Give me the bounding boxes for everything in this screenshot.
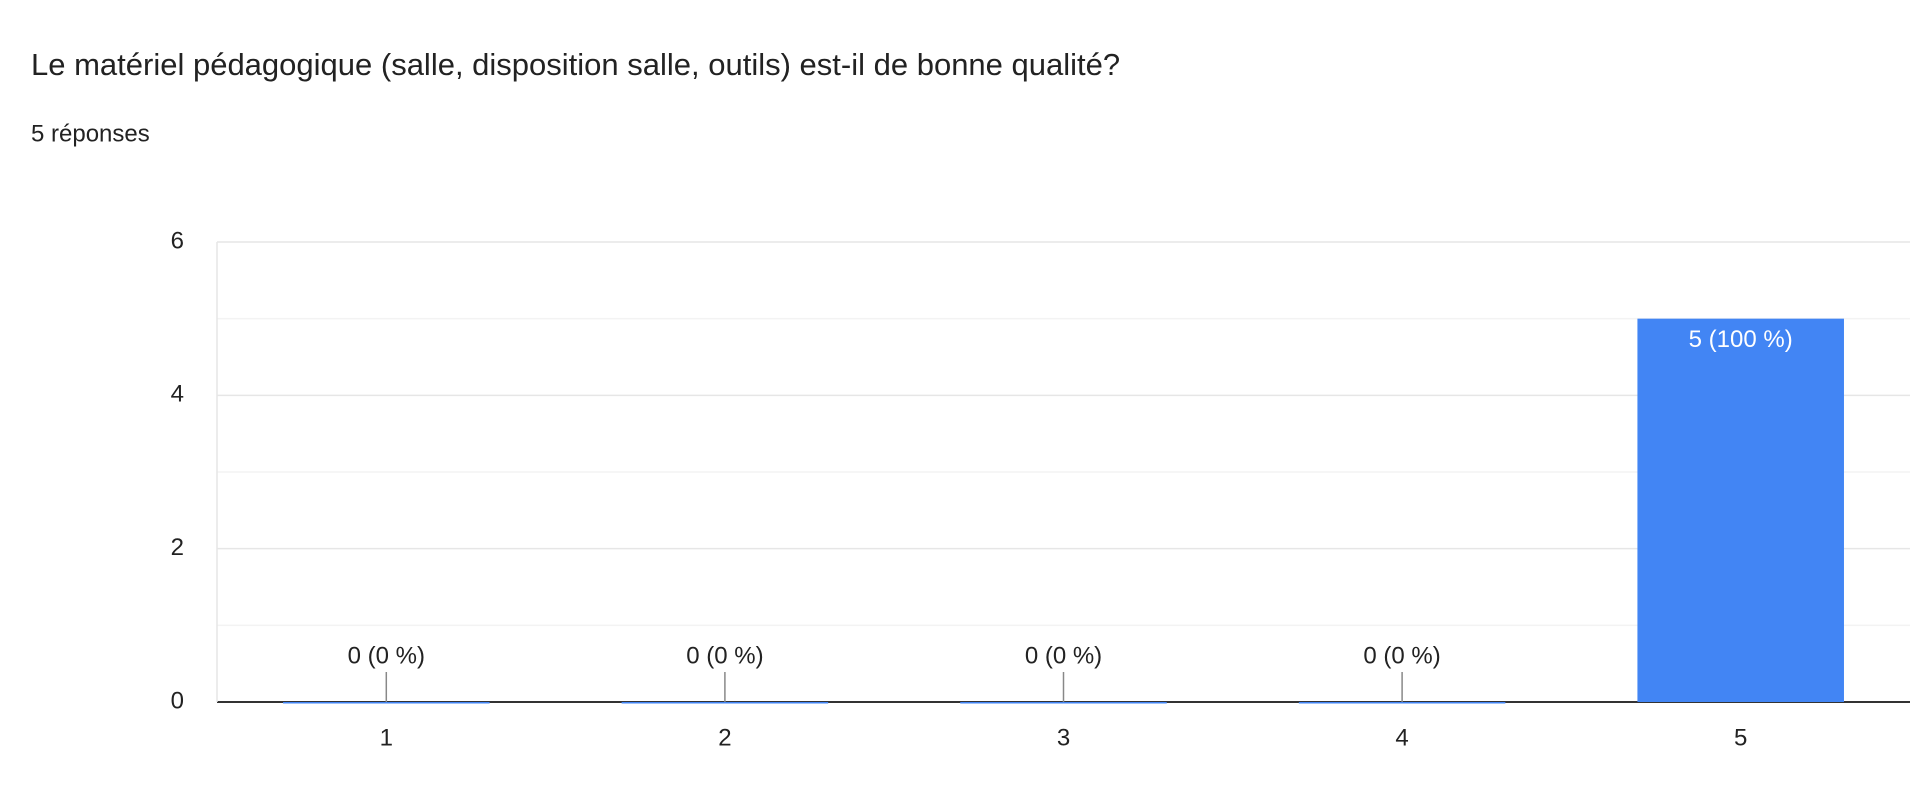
bar: [283, 702, 490, 704]
x-tick-label: 4: [1395, 724, 1408, 751]
x-tick-label: 1: [380, 724, 393, 751]
x-tick-label: 2: [718, 724, 731, 751]
y-tick-label: 4: [171, 381, 184, 408]
bar: [960, 702, 1167, 704]
bar: [1637, 318, 1844, 702]
chart-subtitle: 5 réponses: [31, 120, 150, 147]
value-label: 0 (0 %): [686, 642, 763, 669]
value-label: 0 (0 %): [1025, 642, 1102, 669]
y-tick-label: 0: [171, 687, 184, 714]
bar: [1298, 702, 1506, 704]
x-tick-label: 5: [1734, 724, 1747, 751]
value-label: 5 (100 %): [1689, 326, 1793, 353]
value-label: 0 (0 %): [348, 642, 425, 669]
x-tick-label: 3: [1057, 724, 1070, 751]
chart-title: Le matériel pédagogique (salle, disposit…: [31, 47, 1120, 82]
bar: [621, 702, 829, 704]
y-tick-label: 6: [171, 227, 184, 254]
value-label: 0 (0 %): [1363, 642, 1440, 669]
y-tick-label: 2: [171, 534, 184, 561]
